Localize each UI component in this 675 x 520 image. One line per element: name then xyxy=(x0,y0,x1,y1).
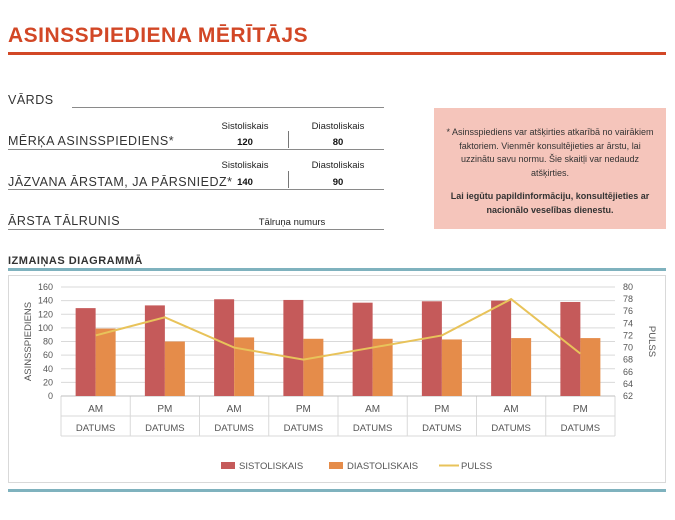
x-group-label: DATUMS xyxy=(491,423,530,434)
call-diastolic-value[interactable]: 90 xyxy=(332,177,344,188)
y-axis-title: ASINSSPIEDIENS xyxy=(23,302,34,381)
x-group-label: DATUMS xyxy=(353,423,392,434)
chart-bottom-divider xyxy=(8,489,666,492)
target-label: MĒRĶA ASINSSPIEDIENS* xyxy=(8,134,175,148)
x-tick-label: AM xyxy=(365,404,380,415)
call-systolic-value[interactable]: 140 xyxy=(237,177,253,188)
legend-label: SISTOLISKAIS xyxy=(239,461,303,472)
target-separator xyxy=(288,131,289,148)
disclaimer-note: * Asinsspiediens var atšķirties atkarībā… xyxy=(434,108,666,229)
x-tick-label: PM xyxy=(573,404,588,415)
y-tick-label: 20 xyxy=(43,377,53,387)
y2-tick-label: 66 xyxy=(623,367,633,377)
bar-systolic xyxy=(560,301,581,396)
bar-diastolic xyxy=(511,338,532,396)
y2-tick-label: 78 xyxy=(623,294,633,304)
x-group-label: DATUMS xyxy=(422,423,461,434)
y-tick-label: 0 xyxy=(48,391,53,401)
bar-systolic xyxy=(75,308,96,396)
y2-tick-label: 70 xyxy=(623,343,633,353)
chart-frame: 0 20 40 60 80 100 120 140 160 62 64 66 68 70 72 74 76 78 8… xyxy=(8,275,666,483)
target-systolic-label: Sistoliskais xyxy=(221,121,269,132)
y-tick-label: 100 xyxy=(38,323,53,333)
y2-tick-label: 62 xyxy=(623,391,633,401)
phone-input[interactable]: Tālruņa numurs xyxy=(258,217,326,228)
x-group-label: DATUMS xyxy=(76,423,115,434)
y2-tick-label: 64 xyxy=(623,379,633,389)
y-tick-label: 80 xyxy=(43,337,53,347)
bar-systolic xyxy=(214,299,235,396)
name-field[interactable] xyxy=(72,107,384,108)
bar-systolic xyxy=(491,300,512,396)
page-title: ASINSSPIEDIENA MĒRĪTĀJS xyxy=(8,24,309,47)
call-systolic-label: Sistoliskais xyxy=(221,160,269,171)
name-label: VĀRDS xyxy=(8,93,54,107)
legend-swatch xyxy=(329,462,343,469)
bar-systolic xyxy=(421,301,442,396)
y-tick-label: 60 xyxy=(43,350,53,360)
x-tick-label: AM xyxy=(227,404,242,415)
y2-tick-label: 80 xyxy=(623,282,633,292)
x-group-label: DATUMS xyxy=(214,423,253,434)
legend-label: DIASTOLISKAIS xyxy=(347,461,418,472)
y2-tick-label: 76 xyxy=(623,306,633,316)
legend-label: PULSS xyxy=(461,461,492,472)
y-tick-label: 140 xyxy=(38,296,53,306)
x-group-label: DATUMS xyxy=(145,423,184,434)
title-divider xyxy=(8,52,666,55)
x-group-label: DATUMS xyxy=(284,423,323,434)
x-tick-label: AM xyxy=(504,404,519,415)
legend-swatch xyxy=(221,462,235,469)
target-diastolic-value[interactable]: 80 xyxy=(332,137,344,148)
phone-label: ĀRSTA TĀLRUNIS xyxy=(8,214,121,228)
chart-section-title: IZMAIŅAS DIAGRAMMĀ xyxy=(8,255,143,267)
x-tick-label: PM xyxy=(157,404,172,415)
target-underline xyxy=(8,149,384,150)
y2-tick-label: 74 xyxy=(623,318,633,328)
pulse-line xyxy=(95,297,581,361)
x-group-label: DATUMS xyxy=(561,423,600,434)
y2-tick-label: 68 xyxy=(623,355,633,365)
bar-diastolic xyxy=(580,338,601,396)
bar-systolic xyxy=(144,305,165,396)
bar-diastolic xyxy=(441,339,462,396)
call-diastolic-label: Diastoliskais xyxy=(311,160,365,171)
y-tick-label: 40 xyxy=(43,364,53,374)
call-doctor-label: JĀZVANA ĀRSTAM, JA PĀRSNIEDZ* xyxy=(8,175,233,189)
bar-diastolic xyxy=(303,338,324,396)
y2-axis-title: PULSS xyxy=(646,326,657,357)
call-underline xyxy=(8,189,384,190)
x-tick-label: PM xyxy=(434,404,449,415)
note-text: * Asinsspiediens var atšķirties atkarībā… xyxy=(446,127,654,178)
x-tick-label: AM xyxy=(88,404,103,415)
bar-systolic xyxy=(283,299,304,396)
target-diastolic-label: Diastoliskais xyxy=(311,121,365,132)
note-bold-text: Lai iegūtu papildinformāciju, konsultēji… xyxy=(450,191,650,215)
blood-pressure-chart: 0 20 40 60 80 100 120 140 160 62 64 66 68 70 72 74 76 78 8… xyxy=(23,282,657,472)
call-separator xyxy=(288,171,289,188)
bar-diastolic xyxy=(234,337,255,396)
bar-diastolic xyxy=(164,341,185,396)
phone-underline xyxy=(8,229,384,230)
bar-diastolic xyxy=(372,338,393,396)
target-systolic-value[interactable]: 120 xyxy=(237,137,253,148)
y-tick-label: 120 xyxy=(38,309,53,319)
y2-tick-label: 72 xyxy=(623,330,633,340)
bar-diastolic xyxy=(95,328,116,396)
chart-top-divider xyxy=(8,268,666,271)
y-tick-label: 160 xyxy=(38,282,53,292)
x-tick-label: PM xyxy=(296,404,311,415)
